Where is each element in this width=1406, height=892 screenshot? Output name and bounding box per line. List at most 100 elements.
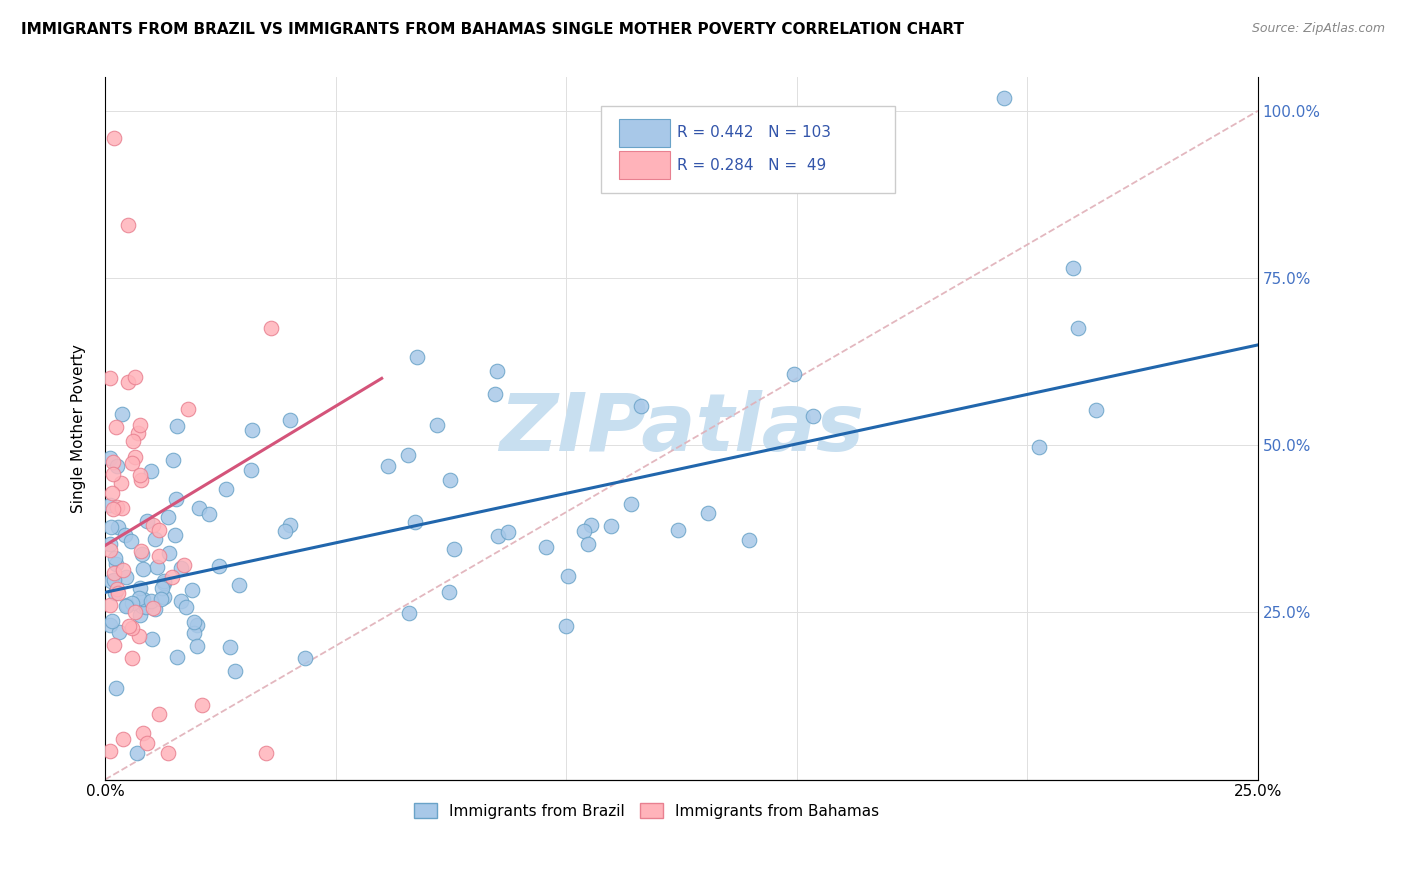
Immigrants from Brazil — [170, 593, 193, 607]
Immigrants from Brazil — [274, 524, 297, 538]
Immigrants from Bahamas — [142, 600, 165, 615]
Immigrants from Brazil — [132, 562, 155, 576]
Legend: Immigrants from Brazil, Immigrants from Bahamas: Immigrants from Brazil, Immigrants from … — [408, 797, 886, 824]
Immigrants from Bahamas — [190, 698, 212, 712]
FancyBboxPatch shape — [600, 105, 894, 194]
Immigrants from Bahamas — [122, 434, 145, 449]
Immigrants from Brazil — [166, 649, 188, 664]
FancyBboxPatch shape — [619, 119, 669, 147]
Immigrants from Bahamas — [101, 455, 124, 469]
Immigrants from Brazil — [131, 547, 153, 561]
Immigrants from Bahamas — [121, 456, 143, 470]
Immigrants from Brazil — [162, 452, 184, 467]
Immigrants from Brazil — [132, 592, 155, 607]
Immigrants from Bahamas — [148, 523, 170, 537]
Immigrants from Bahamas — [136, 736, 159, 750]
Immigrants from Bahamas — [112, 732, 135, 747]
Immigrants from Brazil — [156, 509, 179, 524]
Immigrants from Brazil — [572, 524, 595, 539]
Immigrants from Brazil — [437, 584, 460, 599]
Immigrants from Brazil — [557, 568, 579, 582]
Immigrants from Brazil — [443, 542, 465, 557]
Immigrants from Brazil — [439, 473, 461, 487]
Immigrants from Brazil — [104, 586, 127, 600]
Immigrants from Brazil — [131, 599, 153, 614]
Immigrants from Brazil — [485, 364, 508, 378]
Immigrants from Brazil — [143, 601, 166, 615]
Immigrants from Bahamas — [105, 582, 128, 596]
Immigrants from Brazil — [152, 590, 174, 604]
Immigrants from Brazil — [218, 640, 240, 654]
Immigrants from Brazil — [224, 664, 246, 678]
Immigrants from Brazil — [576, 537, 599, 551]
Immigrants from Bahamas — [124, 450, 146, 465]
Immigrants from Bahamas — [128, 629, 150, 643]
Immigrants from Bahamas — [112, 563, 135, 577]
Immigrants from Brazil — [115, 599, 138, 613]
Immigrants from Bahamas — [107, 585, 129, 599]
Immigrants from Brazil — [696, 506, 718, 520]
Immigrants from Brazil — [170, 561, 193, 575]
Text: R = 0.284   N =  49: R = 0.284 N = 49 — [676, 158, 827, 173]
Immigrants from Bahamas — [127, 425, 149, 440]
Immigrants from Brazil — [107, 519, 129, 533]
Immigrants from Brazil — [183, 615, 205, 630]
Immigrants from Bahamas — [104, 420, 127, 434]
Immigrants from Brazil — [1028, 440, 1050, 454]
Immigrants from Brazil — [406, 350, 429, 364]
Immigrants from Brazil — [101, 614, 124, 628]
Immigrants from Brazil — [153, 574, 176, 588]
Immigrants from Brazil — [278, 517, 301, 532]
Immigrants from Bahamas — [254, 746, 277, 760]
Immigrants from Bahamas — [121, 651, 143, 665]
Immigrants from Brazil — [240, 423, 263, 437]
Immigrants from Bahamas — [148, 549, 170, 563]
Immigrants from Bahamas — [110, 475, 132, 490]
Immigrants from Bahamas — [121, 621, 143, 635]
Immigrants from Brazil — [104, 681, 127, 695]
Immigrants from Brazil — [104, 551, 127, 566]
Immigrants from Bahamas — [117, 376, 139, 390]
Immigrants from Brazil — [152, 575, 174, 590]
Immigrants from Brazil — [125, 746, 148, 760]
Immigrants from Brazil — [208, 559, 231, 574]
Immigrants from Brazil — [186, 618, 208, 632]
Immigrants from Brazil — [1062, 260, 1084, 275]
Immigrants from Brazil — [377, 458, 399, 473]
Immigrants from Brazil — [630, 399, 652, 413]
Immigrants from Bahamas — [98, 371, 121, 385]
Immigrants from Brazil — [783, 367, 806, 381]
Immigrants from Bahamas — [128, 417, 150, 432]
Immigrants from Brazil — [186, 640, 208, 654]
Immigrants from Brazil — [110, 407, 132, 421]
Immigrants from Bahamas — [117, 619, 139, 633]
Immigrants from Brazil — [100, 574, 122, 589]
Immigrants from Brazil — [120, 533, 142, 548]
Immigrants from Bahamas — [98, 598, 121, 612]
Immigrants from Bahamas — [142, 518, 165, 533]
Immigrants from Brazil — [121, 596, 143, 610]
Immigrants from Bahamas — [156, 746, 179, 760]
Immigrants from Brazil — [141, 464, 163, 478]
Immigrants from Bahamas — [129, 467, 152, 482]
Immigrants from Brazil — [398, 607, 420, 621]
Immigrants from Brazil — [157, 546, 180, 560]
Immigrants from Brazil — [100, 520, 122, 534]
Immigrants from Brazil — [484, 386, 506, 401]
Text: IMMIGRANTS FROM BRAZIL VS IMMIGRANTS FROM BAHAMAS SINGLE MOTHER POVERTY CORRELAT: IMMIGRANTS FROM BRAZIL VS IMMIGRANTS FRO… — [21, 22, 965, 37]
Immigrants from Brazil — [136, 514, 159, 528]
Immigrants from Brazil — [141, 594, 163, 608]
Immigrants from Brazil — [404, 515, 426, 529]
Immigrants from Brazil — [228, 577, 250, 591]
Immigrants from Brazil — [174, 600, 197, 615]
Immigrants from Brazil — [135, 600, 157, 615]
Immigrants from Brazil — [555, 618, 578, 632]
Immigrants from Bahamas — [173, 558, 195, 572]
Immigrants from Brazil — [150, 582, 173, 596]
Immigrants from Bahamas — [124, 605, 146, 619]
Immigrants from Brazil — [801, 409, 824, 423]
Immigrants from Brazil — [599, 519, 621, 533]
Immigrants from Bahamas — [129, 473, 152, 487]
Text: R = 0.442   N = 103: R = 0.442 N = 103 — [676, 126, 831, 140]
Immigrants from Bahamas — [101, 486, 124, 500]
